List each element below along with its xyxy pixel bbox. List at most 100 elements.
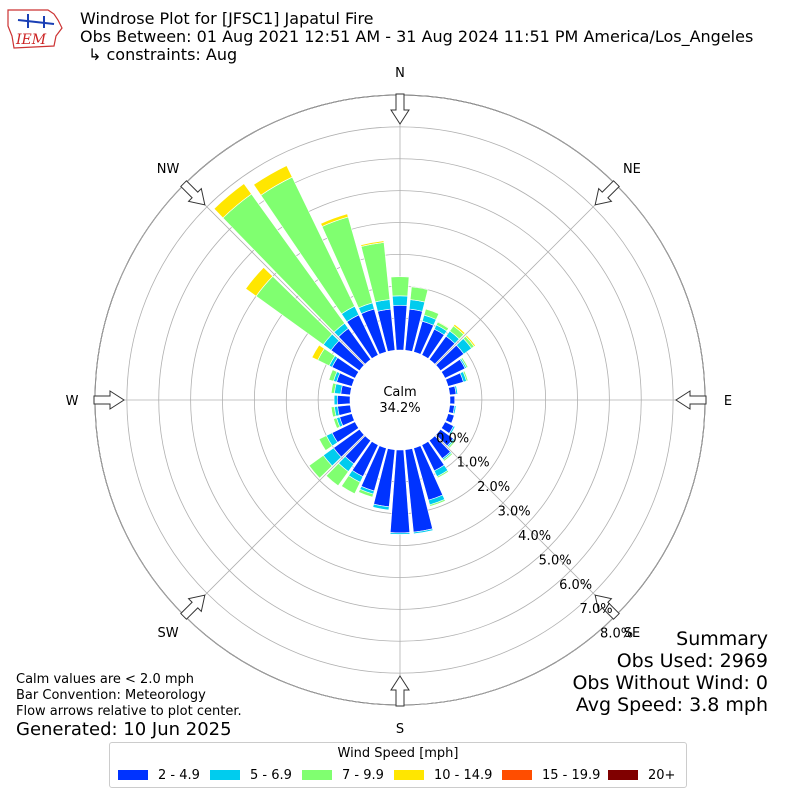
wind-bar-segment [425,307,440,315]
obs-period: Obs Between: 01 Aug 2021 12:51 AM - 31 A… [80,27,754,46]
compass-label: E [724,394,732,409]
wind-bar-segment [330,382,337,394]
wind-bar-segment [340,385,352,396]
wind-bar-segment [413,528,434,535]
wind-bar-segment [213,183,252,219]
legend-swatch [502,770,532,780]
legend-swatch [118,770,148,780]
wind-bar-segment [436,469,450,479]
wind-bar-segment [245,266,274,297]
flow-arrows-note: Flow arrows relative to plot center. [16,704,242,719]
wind-bar-segment [429,498,446,507]
wind-bar-segment [333,394,338,406]
wind-bar-segment [253,165,293,196]
wind-bar-segment [372,503,390,511]
wind-bar-segment [409,286,429,303]
compass-arrow [594,594,620,620]
wind-bar-segment [447,439,457,449]
legend-label: 7 - 9.9 [342,767,384,783]
grid-spoke [435,184,616,365]
calm-definition-note: Calm values are < 2.0 mph [16,672,195,687]
wind-bar-segment [452,405,457,415]
wind-bar-segment [337,404,352,416]
compass-label: N [395,66,405,81]
calm-value: 34.2% [379,401,420,416]
wind-bar-segment [453,323,466,335]
compass-arrow [180,180,206,206]
compass-label: NW [157,162,180,177]
legend: Wind Speed [mph] 2 - 4.9 5 - 6.9 7 - 9.9… [109,742,687,788]
legend-label: 10 - 14.9 [434,767,493,783]
wind-bar-segment [437,321,450,329]
legend-item: 2 - 4.9 [118,767,200,783]
legend-item: 15 - 19.9 [502,767,600,783]
radial-tick-label: 0.0% [436,431,469,446]
legend-label: 20+ [648,767,676,783]
wind-bar-segment [330,406,337,418]
legend-item: 5 - 6.9 [210,767,292,783]
radial-tick-label: 6.0% [559,578,592,593]
legend-item: 7 - 9.9 [302,767,384,783]
generated-date: Generated: 10 Jun 2025 [16,719,232,740]
grid-spoke [184,435,365,616]
wind-bar-segment [448,425,456,435]
compass-label: W [66,394,79,409]
grid-spoke [184,184,365,365]
radial-tick-label: 2.0% [477,480,510,495]
compass-label: S [396,722,404,737]
wind-bar-segment [392,295,408,306]
wind-bar-segment [358,488,374,498]
compass-arrow [180,594,206,620]
wind-bar-segment [390,276,410,297]
wind-bar-segment [360,240,385,247]
radial-tick-label: 4.0% [518,529,551,544]
wind-bar-segment [462,370,469,382]
wind-bar-segment [328,369,338,382]
summary-obs-without-wind: Obs Without Wind: 0 [572,672,768,694]
logo-text: IEM [15,32,47,48]
grid-spoke [435,435,616,616]
legend-label: 5 - 6.9 [250,767,292,783]
wind-bar-segment [442,452,454,462]
compass-arrow [594,180,620,206]
wind-bar-segment [341,475,361,495]
iem-logo: IEM [7,9,63,49]
wind-bar-segment [308,454,333,479]
legend-item: 10 - 14.9 [394,767,492,783]
radial-tick-label: 7.0% [580,602,613,617]
wind-bar-segment [336,395,351,405]
legend-label: 15 - 19.9 [542,767,601,783]
legend-swatch [210,770,240,780]
radial-tick-label: 1.0% [457,456,490,471]
chart-title: Windrose Plot for [JFSC1] Japatul Fire [80,9,374,28]
legend-title: Wind Speed [mph] [337,746,459,761]
compass-label: SW [158,626,179,641]
compass-arrow [390,93,410,125]
wind-bar-segment [449,395,456,405]
wind-bar-segment [311,344,325,361]
wind-bars [213,165,476,535]
wind-bar-segment [454,385,459,395]
legend-label: 2 - 4.9 [158,767,200,783]
wind-bar-segment [325,462,349,487]
wind-bar-segment [333,417,341,429]
compass-label: NE [623,162,641,177]
calm-circle [350,350,450,450]
legend-swatch [394,770,424,780]
calm-label: Calm [383,385,416,400]
wind-bar-segment [460,357,469,369]
summary-heading: Summary [676,628,768,650]
bar-convention-note: Bar Convention: Meteorology [16,688,206,703]
compass-arrow [390,675,410,707]
legend-swatch [608,770,638,780]
compass-arrow [675,390,707,410]
legend-swatch [302,770,332,780]
compass-label: SE [624,626,640,641]
compass-arrow [93,390,125,410]
wind-bar-segment [392,305,408,351]
axis-labels: N NE E SE S SW W NW 0.0% 1.0% 2.0% 3.0% 4.0% 5.0% 6.0%… [66,66,733,737]
radial-tick-label: 3.0% [498,505,531,520]
legend-item: 20+ [608,767,675,783]
wind-bar-segment [320,213,349,227]
